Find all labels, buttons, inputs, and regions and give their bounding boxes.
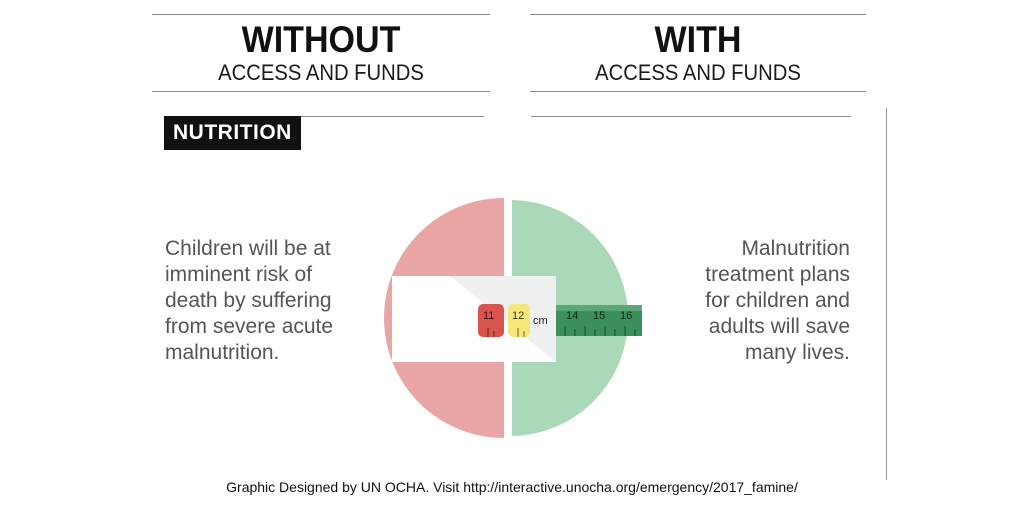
without-line-1: Children will be at	[165, 237, 331, 260]
footer-credit: Graphic Designed by UN OCHA. Visit http:…	[226, 479, 798, 495]
category-tag: NUTRITION	[164, 116, 301, 150]
muac-tape-illustration: 11 12 cm 14 15 16	[384, 198, 642, 438]
mid-rule-left	[152, 91, 490, 92]
section-rule-left	[290, 116, 484, 117]
without-subtitle: ACCESS AND FUNDS	[218, 60, 424, 85]
mid-rule-right	[530, 91, 866, 92]
top-rule-left	[152, 14, 490, 15]
right-divider	[886, 108, 887, 480]
tape-label-12: 12	[512, 310, 524, 322]
tape-label-11: 11	[483, 310, 494, 322]
tape-green-lightstrip	[556, 305, 642, 311]
tape-label-15: 15	[593, 310, 605, 322]
tape-ticks	[564, 326, 636, 336]
without-heading: WITHOUT ACCESS AND FUNDS	[152, 20, 490, 86]
tape-red-segment	[478, 304, 504, 337]
with-line-4: adults will save	[708, 315, 850, 338]
tape-yellow-segment	[508, 304, 530, 337]
with-line-3: for children and	[705, 289, 850, 312]
without-title: WITHOUT	[241, 19, 401, 60]
without-line-2: imminent risk of	[165, 263, 313, 286]
section-rule-right	[531, 116, 851, 117]
with-title: WITH	[654, 19, 742, 60]
without-line-3: death by suffering	[165, 289, 332, 312]
with-line-5: many lives.	[744, 341, 850, 364]
with-heading: WITH ACCESS AND FUNDS	[530, 20, 866, 86]
without-line-4: from severe acute	[165, 315, 334, 338]
with-subtitle: ACCESS AND FUNDS	[595, 60, 801, 85]
without-line-5: malnutrition.	[165, 341, 280, 364]
tape-label-cm: cm	[533, 315, 548, 327]
with-line-2: treatment plans	[705, 263, 850, 286]
with-line-1: Malnutrition	[741, 237, 850, 260]
tape-label-16: 16	[620, 310, 632, 322]
with-description: Malnutrition treatment plans for childre…	[660, 236, 850, 366]
tape-label-14: 14	[566, 310, 578, 322]
without-description: Children will be at imminent risk of dea…	[165, 236, 385, 366]
top-rule-right	[530, 14, 866, 15]
